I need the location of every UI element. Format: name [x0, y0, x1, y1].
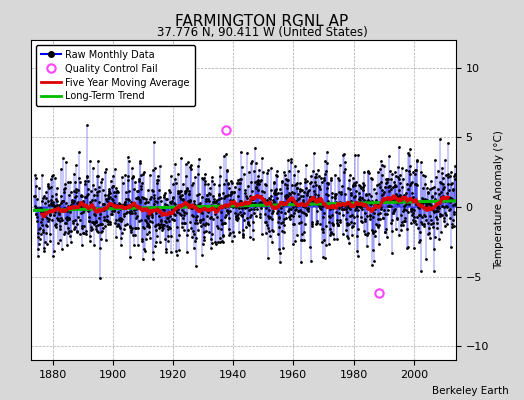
Text: FARMINGTON RGNL AP: FARMINGTON RGNL AP — [176, 14, 348, 29]
Text: Berkeley Earth: Berkeley Earth — [432, 386, 508, 396]
Legend: Raw Monthly Data, Quality Control Fail, Five Year Moving Average, Long-Term Tren: Raw Monthly Data, Quality Control Fail, … — [36, 45, 195, 106]
Y-axis label: Temperature Anomaly (°C): Temperature Anomaly (°C) — [495, 130, 505, 270]
Text: 37.776 N, 90.411 W (United States): 37.776 N, 90.411 W (United States) — [157, 26, 367, 39]
